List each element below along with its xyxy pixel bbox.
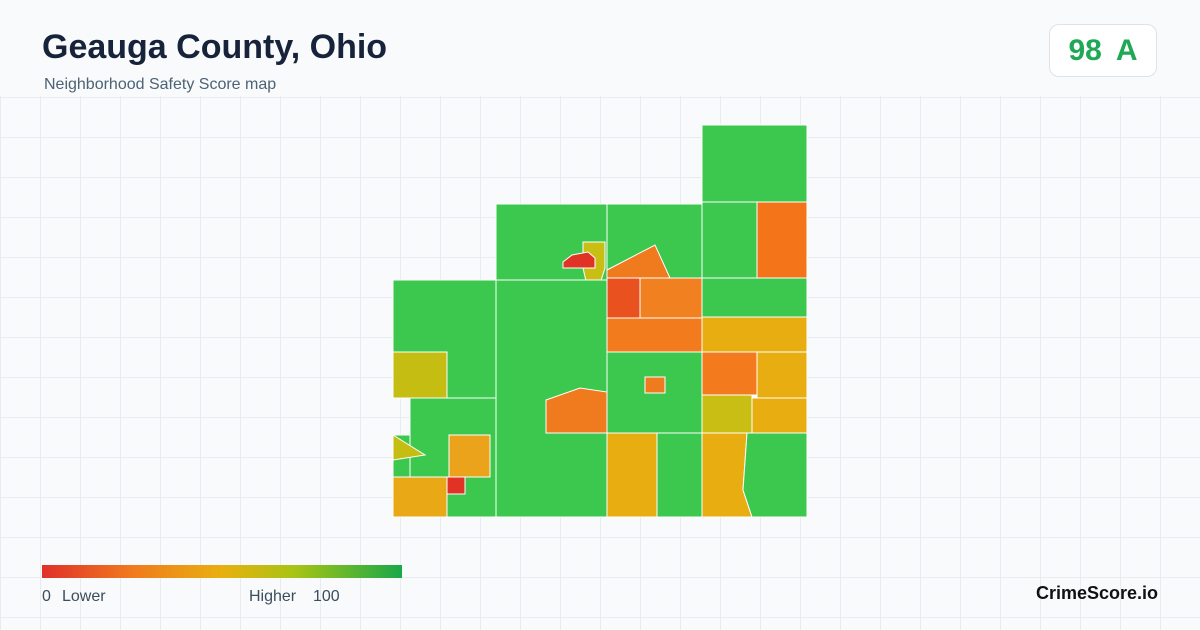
- region: [701, 394, 753, 434]
- region: [606, 277, 641, 319]
- score: 98: [1068, 34, 1102, 67]
- region: [656, 432, 703, 518]
- region: [392, 434, 427, 461]
- region: [606, 317, 703, 353]
- subtitle: Neighborhood Safety Score map: [44, 76, 277, 93]
- score-badge: 98 A: [1049, 24, 1157, 77]
- legend-low: Lower: [62, 588, 106, 605]
- region: [701, 316, 808, 353]
- legend-gradient: [42, 565, 402, 578]
- brand: CrimeScore.io: [1035, 583, 1158, 603]
- region: [756, 201, 808, 279]
- region: [701, 277, 808, 318]
- legend-max: 100: [313, 588, 340, 605]
- region: [701, 201, 758, 279]
- region: [446, 476, 466, 495]
- region: [701, 351, 758, 396]
- region: [751, 397, 808, 434]
- region: [756, 351, 808, 399]
- region: [392, 476, 448, 518]
- region: [606, 432, 658, 518]
- region: [701, 124, 808, 203]
- header: [0, 0, 1200, 96]
- region: [448, 434, 491, 478]
- region: [639, 277, 703, 321]
- region: [742, 432, 808, 518]
- region: [644, 376, 666, 394]
- region: [562, 251, 596, 269]
- legend-high: Higher: [249, 588, 297, 605]
- grade: A: [1115, 34, 1138, 67]
- legend-min: 0: [42, 588, 51, 605]
- title: Geauga County, Ohio: [42, 28, 388, 66]
- region: [392, 351, 448, 399]
